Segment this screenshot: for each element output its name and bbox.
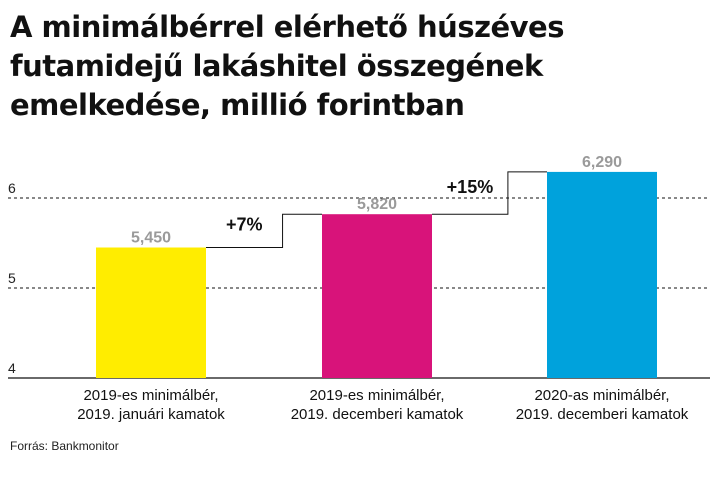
change-connector (432, 171, 547, 215)
labels: 5,450 2019-es minimálbér, 2019. januári ka… (77, 154, 689, 423)
category-label: 2019. decemberi kamatok (516, 406, 689, 423)
change-connector (206, 213, 322, 248)
source-note: Forrás: Bankmonitor (10, 439, 119, 453)
value-label: 5,820 (357, 196, 397, 213)
category-label: 2020-as minimálbér, (534, 387, 669, 404)
chart-title: A minimálbérrel elérhető húszéves futami… (10, 10, 564, 122)
y-tick-label: 5 (8, 270, 16, 286)
bars (96, 171, 657, 378)
y-axis-ticks: 4 5 6 (8, 180, 16, 376)
change-label: +15% (447, 177, 494, 197)
category-label: 2019. decemberi kamatok (291, 406, 464, 423)
y-tick-label: 4 (8, 360, 16, 376)
bar (96, 247, 206, 378)
change-label: +7% (226, 215, 263, 235)
bar (322, 214, 432, 378)
category-label: 2019-es minimálbér, (309, 387, 444, 404)
value-label: 6,290 (582, 154, 622, 171)
bar (547, 171, 657, 378)
value-label: 5,450 (131, 230, 171, 247)
category-label: 2019. januári kamatok (77, 406, 225, 423)
change-connectors (206, 171, 547, 248)
y-tick-label: 6 (8, 180, 16, 196)
category-label: 2019-es minimálbér, (83, 387, 218, 404)
